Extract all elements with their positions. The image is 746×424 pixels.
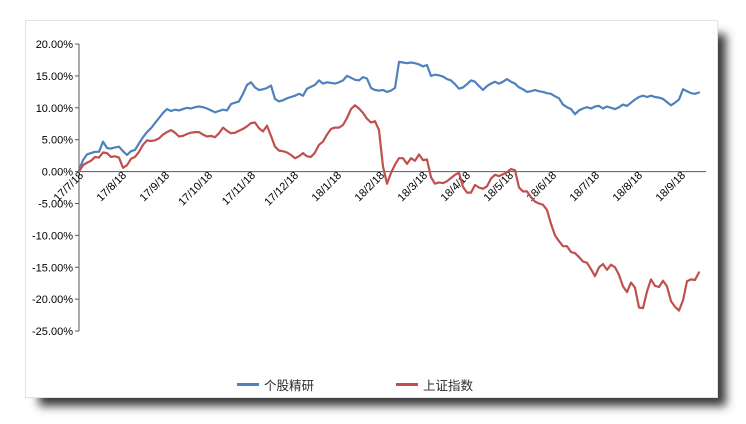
x-axis-label: 17/11/18 [220, 170, 258, 208]
y-axis-label: -5.00% [38, 198, 73, 210]
x-axis-label: 18/9/18 [654, 170, 688, 204]
series-line-1 [77, 104, 701, 312]
x-axis-label: 17/9/18 [138, 170, 172, 204]
chart-legend: 个股精研 上证指数 [237, 375, 473, 394]
x-axis-label: 17/8/18 [95, 170, 129, 204]
legend-swatch-series2 [396, 383, 419, 386]
y-axis-label: 0.00% [42, 167, 73, 179]
x-axis-label: 18/1/18 [310, 170, 344, 204]
x-axis-label: 17/10/18 [176, 170, 215, 209]
y-axis-label: 20.00% [36, 39, 74, 51]
x-axis-label: 17/12/18 [262, 170, 301, 209]
x-axis-label: 18/6/18 [525, 170, 559, 204]
y-axis-label: -10.00% [32, 230, 73, 242]
x-axis-label: 18/2/18 [353, 170, 387, 204]
y-axis-label: 15.00% [36, 71, 74, 83]
y-axis-label: 10.00% [36, 103, 74, 115]
y-axis-label: -15.00% [32, 262, 73, 274]
x-axis-label: 18/8/18 [611, 170, 645, 204]
y-axis-label: 5.00% [42, 135, 73, 147]
series-line-0 [77, 60, 701, 172]
legend-swatch-series1 [237, 383, 259, 386]
x-axis-label: 18/3/18 [396, 170, 430, 204]
legend-label-series1: 个股精研 [264, 379, 315, 393]
y-axis-label: -20.00% [32, 294, 73, 306]
x-axis-label: 18/7/18 [568, 170, 602, 204]
y-axis-label: -25.00% [32, 326, 73, 338]
legend-item-series1: 个股精研 [237, 375, 314, 394]
legend-item-series2: 上证指数 [396, 375, 473, 394]
chart-card: 20.00% 15.00% 10.00% 5.00% 0.00% -5.00% -10.00… [25, 20, 718, 398]
legend-label-series2: 上证指数 [423, 379, 474, 393]
line-chart: 20.00% 15.00% 10.00% 5.00% 0.00% -5.00% -10.00… [32, 39, 706, 338]
